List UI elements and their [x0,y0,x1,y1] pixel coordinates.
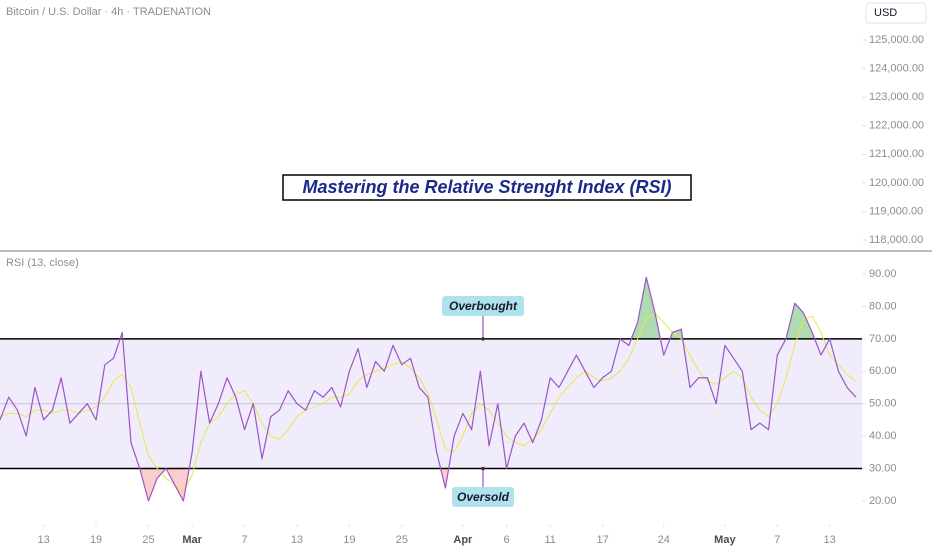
currency-button[interactable] [865,2,927,24]
x-tick-label: 7 [774,534,780,546]
y-tick-label: 118,000.00 [869,234,923,246]
y-tick-label: 30.00 [869,462,897,474]
x-tick-label: May [714,534,736,546]
annotation-label: Oversold [457,490,510,504]
x-tick-label: 19 [90,534,102,546]
y-tick-label: 40.00 [869,430,897,442]
annotation-box [442,296,524,316]
x-tick-label: 13 [38,534,50,546]
x-tick-label: 25 [396,534,408,546]
y-tick-label: 70.00 [869,333,897,345]
overbought-fill [120,277,815,339]
x-tick-label: 24 [658,534,670,546]
indicator-title: RSI (13, close) [6,257,79,269]
y-tick-label: 121,000.00 [869,148,924,160]
currency-label[interactable]: USD [874,7,897,19]
annotation-label: Overbought [449,299,518,313]
y-tick-label: 90.00 [869,268,897,280]
x-tick-label: 13 [291,534,303,546]
x-tick-label: Mar [182,534,202,546]
annotation-dot [481,337,485,341]
series-line [0,312,857,492]
y-tick-label: 124,000.00 [869,62,924,74]
series-line [0,276,857,502]
y-tick-label: 119,000.00 [869,205,923,217]
x-tick-label: 13 [824,534,836,546]
x-tick-label: 7 [241,534,247,546]
y-tick-label: 123,000.00 [869,91,924,103]
y-tick-label: 80.00 [869,300,897,312]
x-tick-label: 6 [503,534,509,546]
y-tick-label: 125,000.00 [869,34,924,46]
x-tick-label: 19 [343,534,355,546]
x-tick-label: 25 [142,534,154,546]
y-tick-label: 60.00 [869,365,897,377]
title-box [282,174,692,201]
y-tick-label: 50.00 [869,398,897,410]
x-tick-label: 11 [545,534,556,546]
annotation-box [452,487,514,507]
y-tick-label: 122,000.00 [869,120,924,132]
x-tick-label: Apr [453,534,473,546]
annotation-title: Mastering the Relative Strenght Index (R… [302,177,671,197]
annotation-dot [481,466,485,471]
y-tick-label: 120,000.00 [869,177,924,189]
x-tick-label: 17 [596,534,608,546]
y-tick-label: 20.00 [869,495,897,507]
symbol-title: Bitcoin / U.S. Dollar · 4h · TRADENATION [6,6,211,18]
